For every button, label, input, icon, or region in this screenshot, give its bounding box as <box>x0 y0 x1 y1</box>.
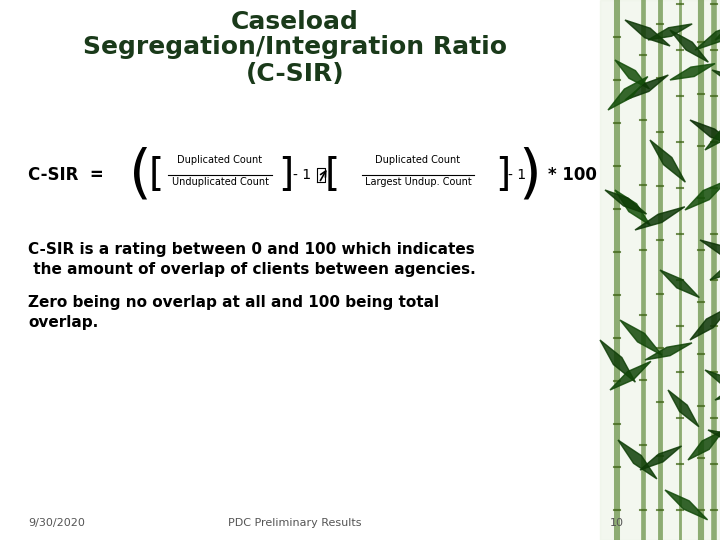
Text: Zero being no overlap at all and 100 being total
overlap.: Zero being no overlap at all and 100 bei… <box>28 295 439 330</box>
Polygon shape <box>700 240 720 261</box>
Text: - 1: - 1 <box>508 168 526 182</box>
Polygon shape <box>618 440 657 479</box>
Polygon shape <box>690 120 720 146</box>
Polygon shape <box>660 270 699 298</box>
Polygon shape <box>640 446 682 470</box>
Text: PDC Preliminary Results: PDC Preliminary Results <box>228 518 361 528</box>
Polygon shape <box>648 24 692 40</box>
Polygon shape <box>715 12 720 40</box>
Polygon shape <box>715 379 720 400</box>
Text: Unduplicated Count: Unduplicated Count <box>171 177 269 187</box>
Polygon shape <box>670 30 708 62</box>
Text: Segregation/Integration Ratio: Segregation/Integration Ratio <box>83 35 507 59</box>
Polygon shape <box>690 307 720 340</box>
Text: 10: 10 <box>610 518 624 528</box>
Text: (: ( <box>129 146 151 204</box>
Text: ]: ] <box>495 156 510 194</box>
Text: Duplicated Count: Duplicated Count <box>375 155 461 165</box>
Text: C-SIR is a rating between 0 and 100 which indicates
 the amount of overlap of cl: C-SIR is a rating between 0 and 100 whic… <box>28 242 476 277</box>
Polygon shape <box>708 430 720 447</box>
Polygon shape <box>615 190 650 225</box>
Polygon shape <box>645 343 692 360</box>
Text: Caseload: Caseload <box>231 10 359 34</box>
Polygon shape <box>665 490 708 520</box>
Polygon shape <box>635 207 685 230</box>
Polygon shape <box>705 120 720 150</box>
Text: 9/30/2020: 9/30/2020 <box>28 518 85 528</box>
Polygon shape <box>688 430 720 460</box>
Text: ): ) <box>518 146 541 204</box>
Text: * 100: * 100 <box>548 166 597 184</box>
Polygon shape <box>600 0 720 540</box>
Polygon shape <box>600 340 635 382</box>
Polygon shape <box>608 77 648 110</box>
Text: C-SIR  =: C-SIR = <box>28 166 104 184</box>
Polygon shape <box>615 60 649 89</box>
Polygon shape <box>620 320 662 355</box>
Text: Duplicated Count: Duplicated Count <box>177 155 263 165</box>
Polygon shape <box>670 64 715 80</box>
Polygon shape <box>668 390 699 427</box>
Polygon shape <box>625 20 670 46</box>
Polygon shape <box>610 361 651 390</box>
Text: (C-SIR): (C-SIR) <box>246 62 344 86</box>
Polygon shape <box>705 370 720 394</box>
Polygon shape <box>625 75 668 100</box>
Text: Largest Undup. Count: Largest Undup. Count <box>364 177 472 187</box>
Polygon shape <box>605 190 647 214</box>
Polygon shape <box>712 70 720 90</box>
Text: [: [ <box>148 156 163 194</box>
Polygon shape <box>650 140 685 182</box>
Text: [: [ <box>325 156 340 194</box>
Text: - 1: - 1 <box>293 168 311 182</box>
Polygon shape <box>695 23 720 50</box>
Polygon shape <box>685 180 720 210</box>
Polygon shape <box>710 258 720 280</box>
Text: ]: ] <box>279 156 294 194</box>
